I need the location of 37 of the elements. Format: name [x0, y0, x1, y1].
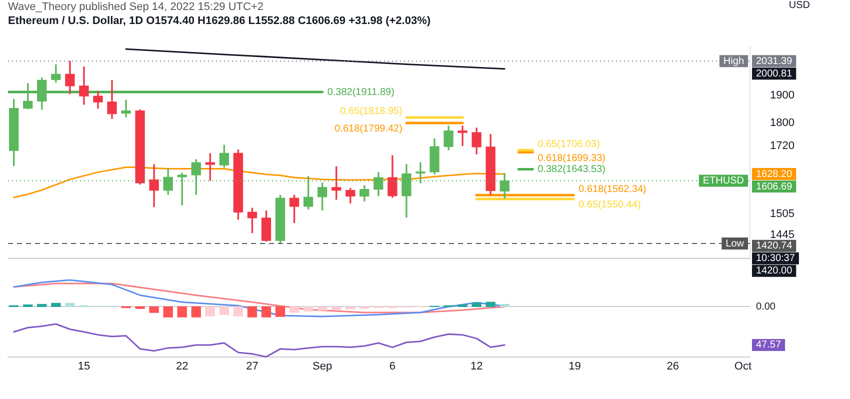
series-label: 0.618(1699.33)	[538, 152, 606, 164]
chart-subtitle: Wave_Theory published Sep 14, 2022 15:29 UTC+2	[8, 1, 264, 13]
ref-line-label: ETHUSD	[702, 176, 744, 187]
x-tick-label: 19	[568, 360, 581, 372]
x-tick-label: 22	[176, 360, 188, 372]
series-label: 0.382(1911.89)	[327, 86, 394, 98]
text: 1420.00	[756, 266, 793, 277]
text: 2031.39	[756, 56, 793, 67]
y-axis-title: USD	[788, 0, 810, 11]
series-label: 0.65(1550.44)	[578, 200, 641, 211]
text: 2000.81	[756, 68, 793, 80]
y-tick-label: 1900	[770, 89, 794, 102]
text: 1628.20	[756, 168, 793, 180]
ref-line-label: Low	[726, 238, 745, 250]
x-tick-label: 27	[246, 360, 258, 372]
series-label: 0.382(1643.53)	[538, 164, 606, 175]
y-tick-label: 1445	[770, 228, 794, 241]
text: 1420.74	[756, 240, 793, 252]
series-label: 0.618(1799.42)	[334, 124, 402, 135]
series-label: 0.65(1818.95)	[340, 106, 402, 118]
x-tick-label: 15	[78, 360, 90, 372]
y-tick-label: 1800	[770, 116, 794, 129]
series-label: 0.65(1706.03)	[538, 138, 600, 150]
x-tick-label: Sep	[312, 360, 332, 372]
x-tick-label: Oct	[734, 360, 752, 372]
text: 0.00	[756, 301, 776, 312]
text: 1606.69	[756, 181, 793, 192]
text: 47.57	[756, 340, 782, 351]
y-tick-label: 1505	[770, 208, 794, 220]
x-tick-label: 12	[470, 360, 483, 372]
chart-title: Ethereum / U.S. Dollar, 1D O1574.40 H1629.86 L1552.88 C1606.69 +31.98 (+2.03%)	[7, 14, 432, 28]
ref-line-label: High	[723, 56, 744, 67]
x-tick-label: 26	[666, 360, 680, 372]
text: 10:30:37	[756, 253, 796, 264]
y-tick-label: 1720	[770, 140, 794, 152]
x-tick-label: 6	[389, 360, 396, 372]
series-label: 0.618(1562.34)	[578, 184, 646, 195]
